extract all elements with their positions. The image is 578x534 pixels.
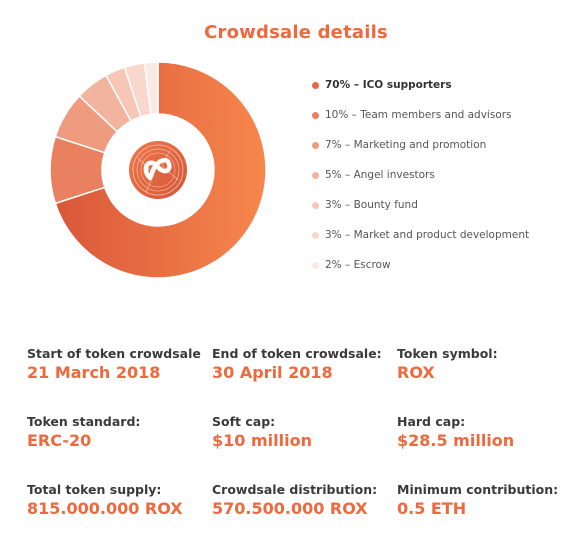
detail-end-date: End of token crowdsale: 30 April 2018 (212, 345, 397, 387)
detail-label: Soft cap: (212, 414, 276, 429)
detail-label: Token standard: (27, 414, 141, 429)
legend-label: 70% – ICO supporters (325, 79, 452, 91)
detail-value: 570.500.000 ROX (212, 499, 368, 518)
legend-dot (312, 141, 319, 149)
pie-slice (54, 62, 266, 278)
detail-label: Hard cap: (397, 414, 466, 429)
legend-item: 10% – Team members and advisors (312, 100, 529, 130)
detail-value: 21 March 2018 (27, 363, 161, 382)
detail-value: $28.5 million (397, 431, 515, 450)
detail-token-standard: Token standard: ERC-20 (27, 413, 212, 455)
legend-item: 70% – ICO supporters (312, 70, 529, 100)
legend-dot (312, 231, 319, 239)
legend-dot (312, 261, 319, 269)
detail-value: $10 million (212, 431, 312, 450)
crowdsale-logo-icon (129, 141, 187, 199)
detail-label: Total token supply: (27, 482, 162, 497)
legend-dot (312, 111, 319, 119)
detail-value: 30 April 2018 (212, 363, 333, 382)
page-title: Crowdsale details (204, 22, 388, 43)
detail-minimum-contribution: Minimum contribution: 0.5 ETH (397, 481, 567, 523)
legend-dot (312, 201, 319, 209)
legend-item: 7% – Marketing and promotion (312, 130, 529, 160)
legend-label: 5% – Angel investors (325, 169, 435, 181)
crowdsale-details-grid: Start of token crowdsale 21 March 2018 E… (27, 345, 567, 523)
detail-total-supply: Total token supply: 815.000.000 ROX (27, 481, 212, 523)
detail-label: Start of token crowdsale (27, 346, 201, 361)
legend-dot (312, 81, 319, 89)
legend-label: 7% – Marketing and promotion (325, 139, 487, 151)
legend-dot (312, 171, 319, 179)
detail-label: Token symbol: (397, 346, 498, 361)
legend-label: 2% – Escrow (325, 259, 391, 271)
detail-token-symbol: Token symbol: ROX (397, 345, 567, 387)
donut-chart (50, 62, 266, 278)
chart-legend: 70% – ICO supporters 10% – Team members … (312, 70, 529, 280)
detail-label: Crowdsale distribution: (212, 482, 378, 497)
legend-item: 3% – Bounty fund (312, 190, 529, 220)
legend-item: 3% – Market and product development (312, 220, 529, 250)
legend-item: 5% – Angel investors (312, 160, 529, 190)
detail-start-date: Start of token crowdsale 21 March 2018 (27, 345, 212, 387)
legend-label: 3% – Bounty fund (325, 199, 418, 211)
detail-value: ERC-20 (27, 431, 92, 450)
detail-hard-cap: Hard cap: $28.5 million (397, 413, 567, 455)
detail-value: 815.000.000 ROX (27, 499, 183, 518)
detail-label: Minimum contribution: (397, 482, 559, 497)
pie-slice (143, 62, 159, 116)
detail-value: 0.5 ETH (397, 499, 467, 518)
detail-crowdsale-distribution: Crowdsale distribution: 570.500.000 ROX (212, 481, 397, 523)
detail-value: ROX (397, 363, 435, 382)
detail-soft-cap: Soft cap: $10 million (212, 413, 397, 455)
legend-item: 2% – Escrow (312, 250, 529, 280)
legend-label: 3% – Market and product development (325, 229, 530, 241)
detail-label: End of token crowdsale: (212, 346, 382, 361)
legend-label: 10% – Team members and advisors (325, 109, 512, 121)
